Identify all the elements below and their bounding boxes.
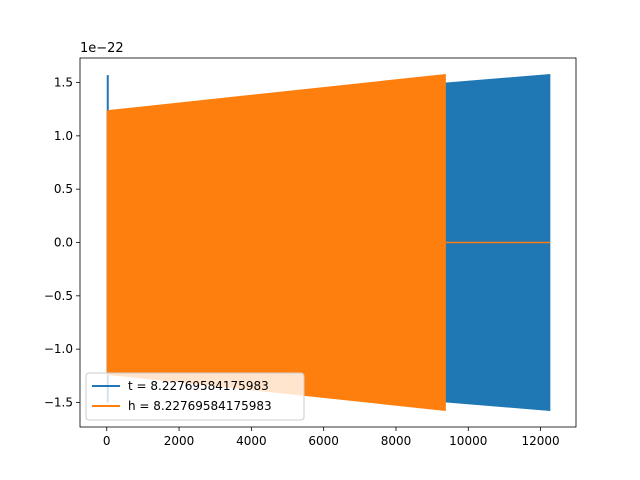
x-tick-label: 6000: [308, 434, 339, 448]
y-tick-label: 1.5: [54, 76, 73, 90]
legend-label: h = 8.22769584175983: [128, 399, 272, 413]
x-tick-label: 4000: [236, 434, 267, 448]
y-tick-label: −1.5: [44, 395, 73, 409]
x-tick-label: 8000: [381, 434, 412, 448]
series-h-band: [106, 73, 446, 412]
x-tick-label: 0: [103, 434, 111, 448]
y-tick-label: 1.0: [54, 129, 73, 143]
legend-box: [85, 372, 305, 421]
legend: t = 8.22769584175983 h = 8.22769584175983: [85, 372, 305, 421]
x-tick-label: 10000: [449, 434, 487, 448]
x-tick-label: 12000: [521, 434, 559, 448]
axes: 0 2000 4000 6000 8000 10000 12000 −1.5 −1.0 −0.5 0…: [44, 57, 577, 448]
y-tick-label: 0.5: [54, 182, 73, 196]
x-tick-label: 2000: [164, 434, 195, 448]
y-offset-text: 1e−22: [80, 41, 124, 56]
legend-label: t = 8.22769584175983: [128, 379, 269, 393]
plot-area: [106, 73, 551, 412]
y-tick-label: 0.0: [54, 236, 73, 250]
y-tick-label: −0.5: [44, 289, 73, 303]
y-tick-label: −1.0: [44, 342, 73, 356]
